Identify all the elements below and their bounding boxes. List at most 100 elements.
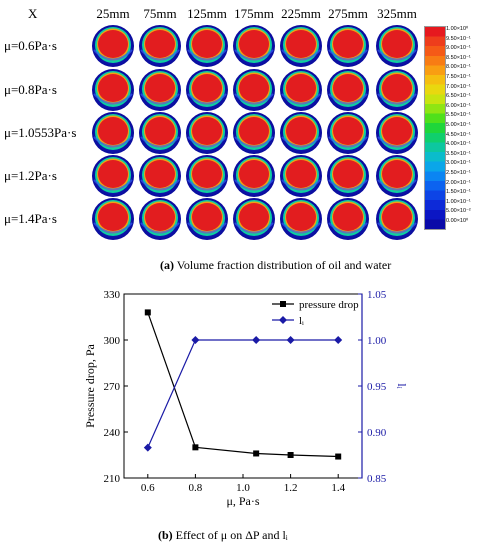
- colorbar-label: 6.50×10⁻¹: [446, 93, 471, 100]
- row-label: μ=0.8Pa·s: [4, 82, 57, 97]
- y2-tick-label: 1.05: [367, 289, 387, 301]
- column-header: 125mm: [187, 6, 227, 21]
- column-header: 75mm: [143, 6, 177, 21]
- column-header: 175mm: [234, 6, 274, 21]
- pressure-drop-chart: 0.6 0.8 1.0 1.2 1.4 μ, Pa·s 210 240 270 300 330 Pre…: [83, 289, 409, 508]
- column-header: 275mm: [328, 6, 368, 21]
- column-header: 25mm: [96, 6, 130, 21]
- colorbar-label: 9.50×10⁻¹: [446, 35, 471, 42]
- row-label: μ=1.2Pa·s: [4, 168, 57, 183]
- x-tick-label: 1.4: [331, 482, 345, 494]
- colorbar-label: 5.50×10⁻¹: [446, 112, 471, 119]
- corner-label: X: [28, 6, 38, 21]
- x-tick-label: 0.6: [141, 482, 155, 494]
- colorbar-label: 0.00×10⁰: [446, 218, 469, 224]
- colorbar-label: 5.00×10⁻¹: [446, 122, 471, 128]
- x-tick-label: 1.2: [284, 482, 298, 494]
- volume-fraction-sphere: [186, 198, 228, 240]
- y1-axis-label: Pressure drop, Pa: [83, 344, 97, 428]
- legend-marker: [279, 316, 287, 324]
- pressure-drop-point: [253, 450, 260, 457]
- volume-fraction-sphere: [233, 155, 275, 197]
- pressure-drop-point: [192, 444, 199, 451]
- volume-fraction-sphere: [280, 69, 322, 111]
- legend-label: lᵢ: [299, 315, 304, 327]
- pressure-drop-point: [335, 453, 342, 460]
- volume-fraction-sphere: [327, 112, 369, 154]
- volume-fraction-sphere: [280, 198, 322, 240]
- y2-tick-label: 0.90: [367, 427, 387, 439]
- column-header: 325mm: [377, 6, 417, 21]
- volume-fraction-sphere: [327, 25, 369, 67]
- sphere-grid: [92, 25, 418, 240]
- row-label: μ=1.0553Pa·s: [4, 125, 77, 140]
- caption-b-letter: (b): [158, 528, 173, 542]
- li-point: [286, 336, 295, 344]
- row-label: μ=1.4Pa·s: [4, 211, 57, 226]
- volume-fraction-sphere: [92, 198, 134, 240]
- volume-fraction-sphere: [186, 112, 228, 154]
- colorbar-label: 1.00×10⁻¹: [446, 198, 471, 205]
- volume-fraction-sphere: [376, 198, 418, 240]
- colorbar: [424, 26, 446, 230]
- volume-fraction-sphere: [327, 198, 369, 240]
- volume-fraction-sphere: [186, 69, 228, 111]
- caption-b-text: Effect of μ on ΔP and lᵢ: [172, 528, 288, 542]
- colorbar-label: 1.00×10⁰: [446, 26, 469, 32]
- volume-fraction-sphere: [139, 69, 181, 111]
- li-point: [252, 336, 261, 344]
- volume-fraction-sphere: [186, 155, 228, 197]
- colorbar-label: 8.50×10⁻¹: [446, 54, 471, 61]
- volume-fraction-sphere: [233, 112, 275, 154]
- volume-fraction-sphere: [233, 25, 275, 67]
- colorbar-label: 3.50×10⁻¹: [446, 150, 471, 157]
- colorbar-label: 8.00×10⁻¹: [446, 64, 471, 71]
- y1-tick-label: 330: [104, 289, 121, 301]
- y2-tick-label: 0.85: [367, 473, 387, 485]
- colorbar-label: 4.00×10⁻¹: [446, 141, 471, 148]
- column-header: 225mm: [281, 6, 321, 21]
- volume-fraction-sphere: [376, 25, 418, 67]
- volume-fraction-sphere: [376, 155, 418, 197]
- y2-tick-label: 0.95: [367, 381, 387, 393]
- volume-fraction-sphere: [139, 25, 181, 67]
- volume-fraction-sphere: [233, 69, 275, 111]
- pressure-drop-point: [144, 309, 151, 316]
- plot-frame: [123, 293, 363, 479]
- volume-fraction-sphere: [139, 112, 181, 154]
- li-point: [191, 336, 200, 344]
- volume-fraction-sphere: [92, 112, 134, 154]
- volume-fraction-sphere: [233, 198, 275, 240]
- volume-fraction-sphere: [92, 69, 134, 111]
- y2-tick-label: 1.00: [367, 335, 387, 347]
- volume-fraction-sphere: [92, 25, 134, 67]
- volume-fraction-sphere: [327, 155, 369, 197]
- legend-marker: [280, 301, 286, 307]
- row-label: μ=0.6Pa·s: [4, 38, 57, 53]
- colorbar-label: 7.00×10⁻¹: [446, 83, 471, 90]
- colorbar-label: 3.00×10⁻¹: [446, 160, 471, 167]
- li-point: [334, 336, 343, 344]
- colorbar-label: 4.50×10⁻¹: [446, 131, 471, 138]
- li-point: [143, 443, 152, 452]
- caption-a: (a) Volume fraction distribution of oil …: [160, 258, 391, 273]
- colorbar-label: 1.50×10⁻¹: [446, 189, 471, 196]
- colorbar-label: 2.50×10⁻¹: [446, 170, 471, 176]
- volume-fraction-sphere: [139, 198, 181, 240]
- caption-a-letter: (a): [160, 258, 174, 272]
- caption-a-text: Volume fraction distribution of oil and …: [174, 258, 392, 272]
- volume-fraction-sphere: [376, 69, 418, 111]
- volume-fraction-sphere: [139, 155, 181, 197]
- y1-tick-label: 300: [104, 335, 121, 347]
- volume-fraction-sphere: [376, 112, 418, 154]
- y2-axis-label: lᵢ: [395, 383, 409, 388]
- pressure-drop-point: [287, 452, 294, 458]
- colorbar-label: 2.00×10⁻¹: [446, 179, 471, 186]
- volume-fraction-sphere: [92, 155, 134, 197]
- y1-tick-label: 270: [104, 381, 121, 393]
- volume-fraction-sphere: [280, 112, 322, 154]
- y1-tick-label: 210: [104, 473, 121, 485]
- x-tick-label: 0.8: [189, 482, 203, 494]
- colorbar-label: 7.50×10⁻¹: [446, 74, 471, 80]
- volume-fraction-sphere: [186, 25, 228, 67]
